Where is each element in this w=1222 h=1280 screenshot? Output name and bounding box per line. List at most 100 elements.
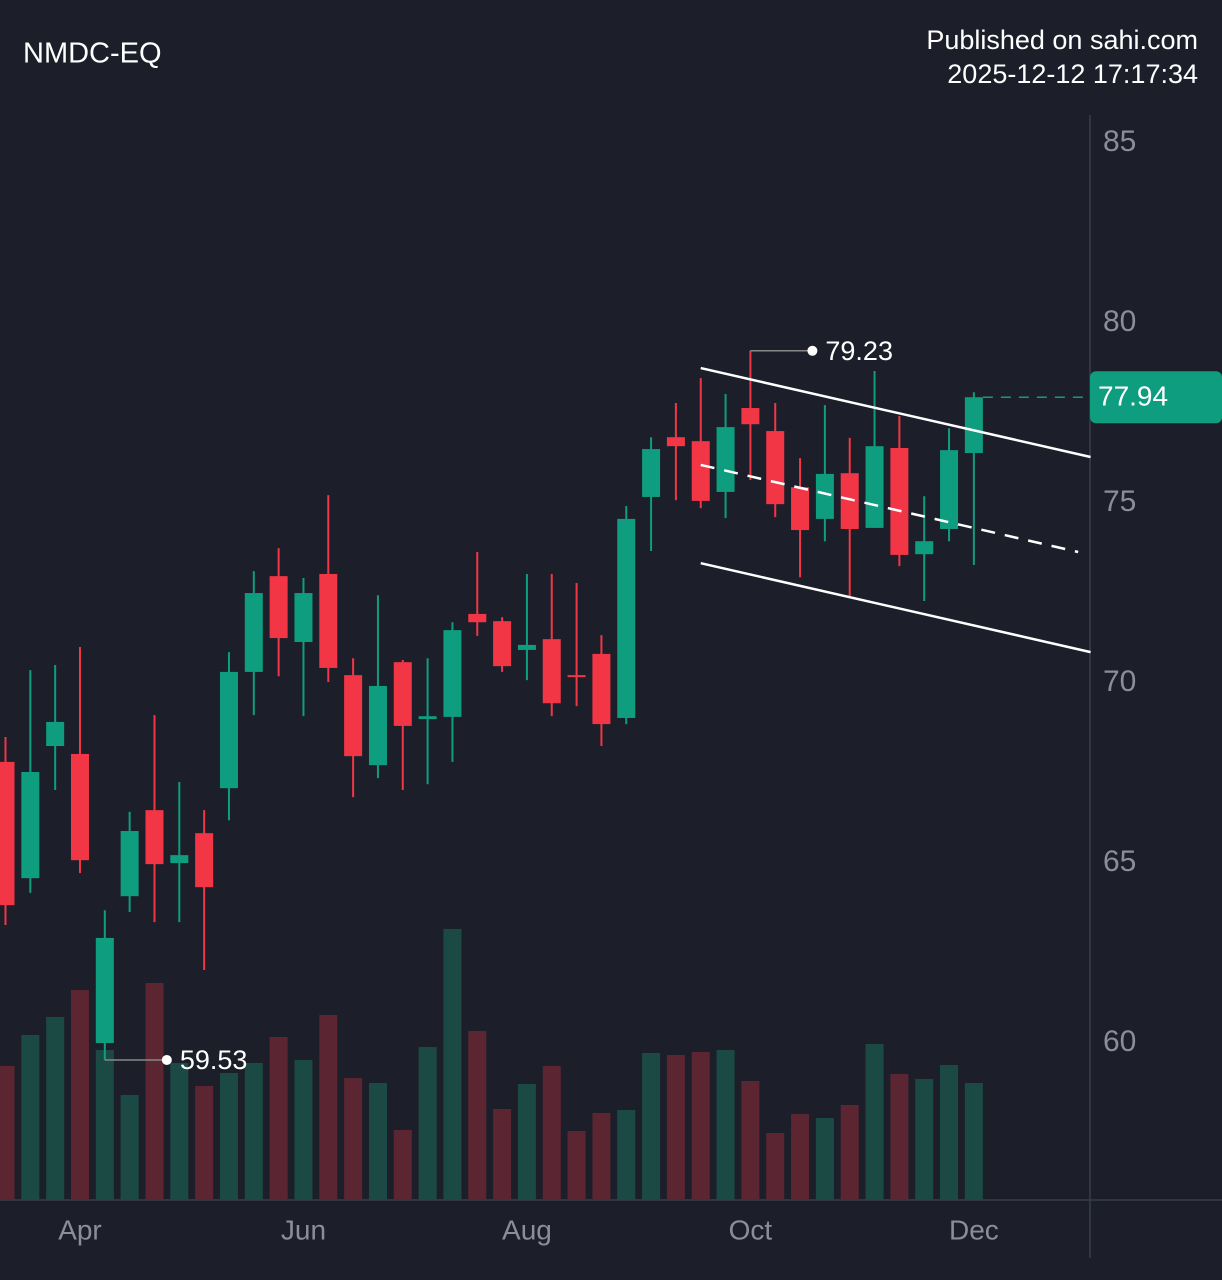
volume-bar — [219, 1073, 238, 1200]
volume-bar — [766, 1133, 785, 1200]
last-price-tag — [1090, 371, 1222, 424]
volume-bar — [964, 1083, 983, 1200]
volume-bar — [319, 1015, 338, 1200]
trend-line — [700, 561, 1091, 654]
last-price-label: 77.94 — [1098, 381, 1168, 412]
volume-bar — [915, 1079, 934, 1200]
candle-body — [493, 621, 512, 667]
volume-bar — [741, 1081, 760, 1200]
volume-bar — [46, 1017, 65, 1200]
volume-bar — [493, 1109, 512, 1200]
volume-bar — [567, 1131, 586, 1200]
volume-bar — [642, 1053, 661, 1200]
candle-body — [840, 473, 859, 529]
volume-bar — [344, 1078, 363, 1200]
candle-body — [741, 408, 760, 425]
candle-body — [170, 855, 189, 864]
candle-body — [21, 771, 40, 879]
candle-body — [915, 541, 934, 555]
candle-body — [294, 593, 313, 643]
volume-bar — [617, 1110, 636, 1200]
candle-body — [468, 613, 487, 623]
candle-body — [592, 653, 611, 725]
candle-body — [865, 446, 884, 528]
candle-body — [95, 937, 114, 1044]
candle-body — [344, 675, 363, 757]
candle-body — [0, 761, 15, 906]
volume-bar — [195, 1086, 214, 1200]
y-tick-label: 80 — [1103, 305, 1136, 338]
publisher: Published on sahi.com — [926, 25, 1198, 55]
volume-bar — [244, 1063, 263, 1200]
volume-bar — [592, 1113, 611, 1200]
volume-bar — [70, 990, 89, 1200]
candle-body — [46, 721, 65, 747]
x-tick-label: Oct — [729, 1214, 773, 1245]
volume-bar — [890, 1074, 909, 1200]
y-tick-label: 70 — [1103, 665, 1136, 698]
volume-bar — [865, 1044, 884, 1200]
volume-bar — [368, 1083, 387, 1200]
x-tick-label: Jun — [281, 1214, 326, 1245]
candle-body — [443, 630, 462, 717]
candle-body — [244, 593, 263, 672]
candle-body — [219, 671, 238, 789]
candle-body — [791, 487, 810, 531]
candle-body — [517, 644, 536, 650]
volume-bar — [294, 1060, 313, 1200]
volume-bar — [542, 1066, 561, 1200]
volume-bar — [95, 1050, 114, 1200]
volume-bar — [517, 1084, 536, 1200]
volume-bar — [791, 1114, 810, 1200]
candle-body — [890, 447, 909, 555]
x-tick-label: Aug — [502, 1214, 552, 1245]
candle-body — [716, 427, 735, 492]
candle-body — [368, 685, 387, 766]
candle-body — [393, 662, 412, 726]
volume-bar — [170, 1063, 189, 1200]
candle-body — [542, 639, 561, 704]
volume-bar — [443, 929, 462, 1200]
volume-bar — [468, 1031, 487, 1200]
volume-bar — [269, 1037, 288, 1200]
candle-body — [964, 397, 983, 454]
volume-bar — [21, 1035, 40, 1200]
y-tick-label: 65 — [1103, 845, 1136, 878]
volume-bar — [815, 1118, 834, 1200]
candle-body — [567, 675, 586, 678]
volume-bar — [716, 1050, 735, 1200]
candle-body — [319, 573, 338, 668]
trend-line — [700, 463, 1079, 554]
candle-body — [940, 450, 959, 529]
candle-body — [269, 576, 288, 639]
volume-bar — [840, 1105, 859, 1200]
volume-bar — [393, 1130, 412, 1200]
trend-line — [700, 366, 1091, 459]
y-tick-label: 60 — [1103, 1025, 1136, 1058]
chart-title: NMDC-EQ — [23, 38, 162, 70]
y-tick-label: 75 — [1103, 485, 1136, 518]
volume-bar — [666, 1055, 685, 1200]
extreme-dot — [161, 1054, 172, 1065]
candle-body — [70, 753, 89, 861]
candle-body — [195, 833, 214, 888]
candle-body — [617, 518, 636, 718]
candle-body — [642, 449, 661, 497]
y-tick-label: 85 — [1103, 125, 1136, 158]
extreme-label: 79.23 — [825, 336, 893, 366]
volume-bar — [940, 1065, 959, 1200]
volume-bar — [0, 1066, 15, 1200]
extreme-label: 59.53 — [180, 1045, 248, 1075]
candle-body — [666, 437, 685, 447]
candle-body — [691, 441, 710, 501]
candle-body — [120, 831, 139, 897]
volume-bar — [691, 1052, 710, 1200]
timestamp: 2025-12-12 17:17:34 — [947, 59, 1198, 89]
candle-body — [418, 716, 437, 720]
volume-bar — [418, 1047, 437, 1200]
volume-bar — [145, 983, 164, 1200]
x-tick-label: Apr — [58, 1214, 102, 1245]
candle-body — [766, 431, 785, 505]
extreme-dot — [807, 345, 818, 356]
